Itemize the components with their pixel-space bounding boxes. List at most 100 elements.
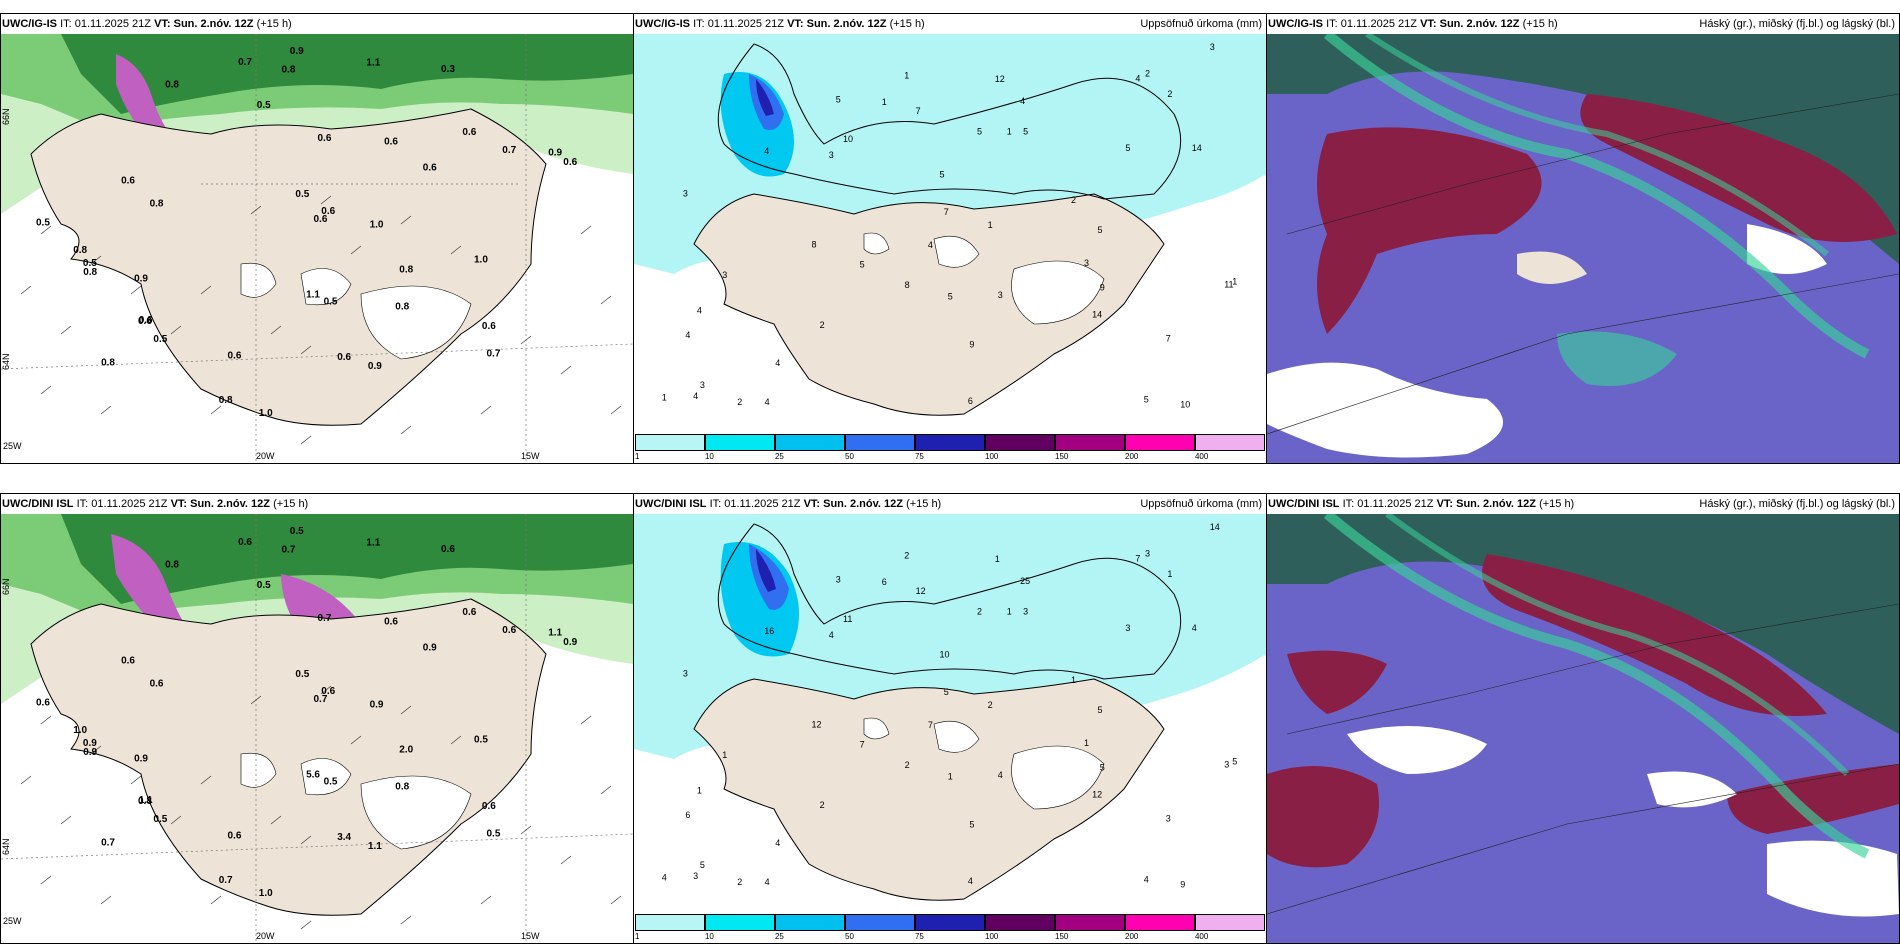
value-label: 0.6 [121, 655, 135, 666]
colorbar-swatch [1194, 914, 1265, 931]
value-label: 1 [662, 392, 667, 402]
value-label: 14 [1210, 522, 1220, 532]
precip-map-panel-2: UWC/DINI ISL IT: 01.11.2025 21Z VT: Sun.… [633, 493, 1267, 944]
value-label: 0.8 [395, 302, 409, 313]
panel-title: UWC/DINI ISL IT: 01.11.2025 21Z VT: Sun.… [1267, 494, 1899, 514]
value-label: 0.7 [282, 544, 296, 555]
value-label: 0.9 [134, 753, 148, 764]
value-label: 0.9 [423, 643, 437, 654]
precip-colorbar: 1 10 25 50 75 100 150 200 400 [635, 914, 1265, 942]
colorbar-swatch [635, 434, 705, 451]
value-label: 3 [998, 290, 1003, 300]
lat-label-bottom: 64N [1, 838, 11, 855]
colorbar-swatch [1125, 434, 1195, 451]
value-label: 1.1 [368, 841, 382, 852]
value-label: 0.5 [36, 217, 50, 228]
value-label: 9 [1100, 282, 1105, 292]
colorbar-tick: 50 [845, 932, 854, 941]
value-label: 0.8 [395, 782, 409, 793]
colorbar-swatch [985, 434, 1055, 451]
colorbar-tick: 25 [774, 452, 784, 461]
colorbar-swatch [914, 434, 985, 451]
value-label: 2 [977, 607, 982, 617]
value-label: 6 [685, 810, 690, 820]
value-label: 1.0 [474, 255, 488, 266]
value-label: 0.5 [290, 526, 304, 537]
value-label: 5 [948, 292, 953, 302]
wind-map-panel-1: UWC/IG-IS IT: 01.11.2025 21Z VT: Sun. 2.… [0, 13, 634, 464]
wind-barbs [20, 685, 622, 930]
colorbar-swatch [1055, 914, 1125, 931]
colorbar-swatch [704, 434, 775, 451]
colorbar-tick: 200 [1125, 452, 1139, 461]
value-label: 3 [1224, 760, 1229, 770]
value-label: 1.0 [370, 219, 384, 230]
colorbar-tick: 150 [1055, 452, 1069, 461]
colorbar-swatch [845, 434, 915, 451]
value-label: 1 [697, 786, 702, 796]
value-label: 0.6 [138, 316, 152, 327]
colorbar-tick: 75 [914, 932, 924, 941]
colorbar-swatch [704, 914, 775, 931]
value-label: 3 [1125, 623, 1130, 633]
value-label: 0.5 [324, 297, 338, 308]
value-label: 0.9 [563, 637, 577, 648]
value-label: 14 [1192, 143, 1202, 153]
value-label: 0.8 [399, 265, 413, 276]
value-label: 0.5 [295, 669, 309, 680]
value-label: 0.6 [314, 214, 328, 225]
panel-title: UWC/IG-IS IT: 01.11.2025 21Z VT: Sun. 2.… [634, 14, 1266, 34]
value-label: 1 [988, 220, 993, 230]
value-label: 0.7 [502, 145, 516, 156]
value-label: 0.6 [462, 127, 476, 138]
value-label: 1 [1167, 569, 1172, 579]
value-label: 0.6 [482, 321, 496, 332]
value-label: 0.6 [423, 163, 437, 174]
value-label: 0.8 [138, 796, 152, 807]
value-label: 0.3 [441, 64, 455, 75]
value-label: 6 [968, 396, 973, 406]
wind-value-labels: 0.7 0.6 0.8 0.6 0.5 0.6 0.9 1.1 0.6 0.9 1.0 0.5 0.8 0… [36, 526, 578, 899]
value-label: 3 [1145, 549, 1150, 559]
value-label: 3 [1166, 814, 1171, 824]
value-label: 0.6 [462, 607, 476, 618]
value-label: 0.5 [257, 580, 271, 591]
value-label: 2 [820, 800, 825, 810]
value-label: 0.5 [153, 334, 167, 345]
colorbar-tick: 100 [985, 932, 999, 941]
value-label: 4 [765, 877, 770, 887]
value-label: 11 [843, 614, 852, 624]
value-label: 14 [1092, 310, 1102, 320]
value-label: 0.8 [282, 64, 296, 75]
value-label: 0.9 [548, 147, 562, 158]
value-label: 0.7 [314, 694, 328, 705]
colorbar-tick: 400 [1194, 932, 1209, 941]
value-label: 12 [995, 74, 1005, 84]
lon-label-left: 25W [3, 441, 22, 451]
precip-map-panel-1: UWC/IG-IS IT: 01.11.2025 21Z VT: Sun. 2.… [633, 13, 1267, 464]
value-label: 0.5 [487, 829, 501, 840]
value-label: 5.6 [306, 770, 320, 781]
colorbar-tick: 1 [635, 932, 640, 941]
value-label: 0.7 [101, 838, 115, 849]
value-label: 1.0 [73, 725, 87, 736]
cloud-map-2 [1267, 514, 1899, 943]
colorbar-swatch [1125, 914, 1195, 931]
value-label: 0.7 [487, 349, 501, 360]
value-label: 4 [928, 240, 933, 250]
value-label: 6 [882, 577, 887, 587]
colorbar-tick: 10 [704, 932, 714, 941]
value-label: 0.6 [337, 352, 351, 363]
value-label: 1 [1232, 276, 1237, 286]
value-label: 2 [988, 700, 993, 710]
colorbar-tick: 400 [1194, 452, 1209, 461]
value-label: 0.6 [238, 537, 252, 548]
value-label: 0.5 [257, 100, 271, 111]
lon-label-mid: 20W [256, 451, 275, 461]
colorbar-swatch [1194, 434, 1265, 451]
value-label: 0.6 [384, 616, 398, 627]
colorbar-swatch [985, 914, 1055, 931]
value-label: 2 [1145, 69, 1150, 79]
panel-title: UWC/IG-IS IT: 01.11.2025 21Z VT: Sun. 2.… [1267, 14, 1899, 34]
value-label: 0.8 [73, 245, 87, 256]
